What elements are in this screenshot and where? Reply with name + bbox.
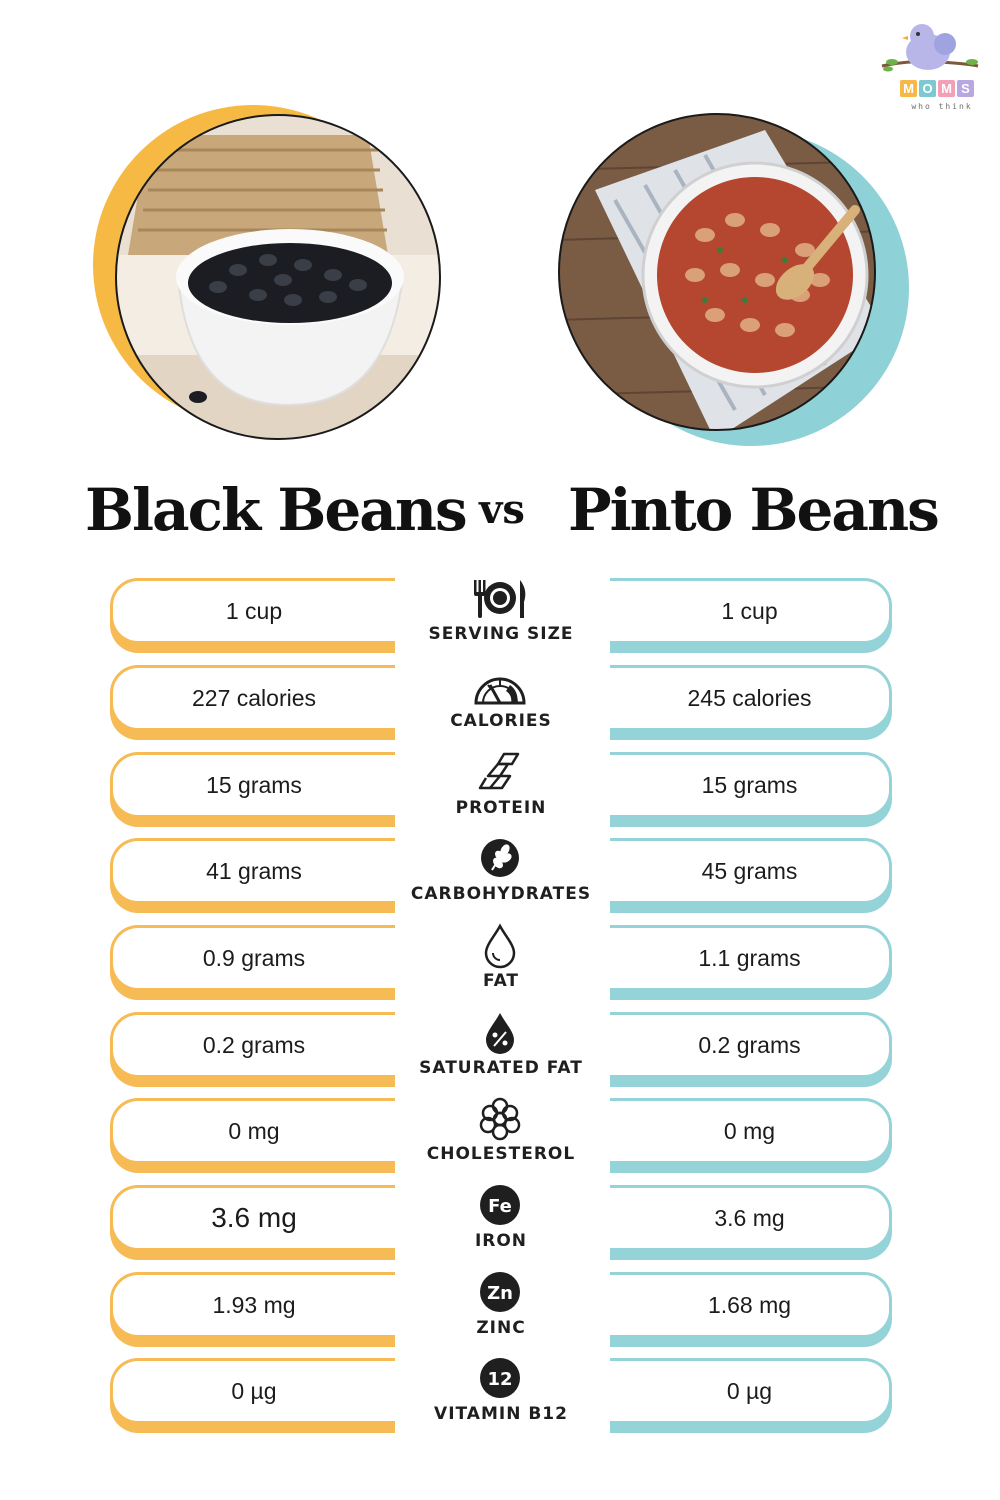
row-saturated-fat: 0.2 grams SATURATED FAT 0.2 grams xyxy=(0,1012,1000,1092)
left-title: Black Beans xyxy=(85,476,468,544)
left-value: 0 µg xyxy=(110,1358,395,1424)
percent-drop-icon xyxy=(486,1013,514,1054)
right-value: 15 grams xyxy=(610,752,892,818)
right-value: 0.2 grams xyxy=(610,1012,892,1078)
utensils-plate-icon xyxy=(474,580,526,618)
left-value: 3.6 mg xyxy=(110,1185,395,1251)
row-zinc: 1.93 mg Zn ZINC 1.68 mg xyxy=(0,1272,1000,1352)
logo-letter: M xyxy=(900,80,917,97)
left-value: 227 calories xyxy=(110,665,395,731)
right-value: 1.68 mg xyxy=(610,1272,892,1338)
right-value: 1.1 grams xyxy=(610,925,892,991)
iron-fe-icon: Fe xyxy=(480,1185,520,1225)
nutrient-label: FAT xyxy=(482,971,520,991)
nutrient-label: SERVING SIZE xyxy=(428,624,574,644)
right-value: 1 cup xyxy=(610,578,892,644)
nutrient-label: CALORIES xyxy=(450,711,552,731)
nutrient-label: IRON xyxy=(474,1231,528,1251)
row-iron: 3.6 mg Fe IRON 3.6 mg xyxy=(0,1185,1000,1265)
nutrient-label: SATURATED FAT xyxy=(419,1058,583,1078)
right-value: 3.6 mg xyxy=(610,1185,892,1251)
left-value: 1.93 mg xyxy=(110,1272,395,1338)
vs-label: vs xyxy=(479,486,525,533)
left-value: 0.9 grams xyxy=(110,925,395,991)
right-value: 245 calories xyxy=(610,665,892,731)
pinto-beans-photo xyxy=(555,110,925,450)
left-value: 0.2 grams xyxy=(110,1012,395,1078)
row-vitamin-b12: 0 µg 12 VITAMIN B12 0 µg xyxy=(0,1358,1000,1438)
left-value: 0 mg xyxy=(110,1098,395,1164)
right-value: 45 grams xyxy=(610,838,892,904)
element-symbol: Zn xyxy=(487,1283,513,1304)
row-fat: 0.9 grams FAT 1.1 grams xyxy=(0,923,1000,1005)
molecule-icon xyxy=(479,1097,521,1141)
nutrient-label: VITAMIN B12 xyxy=(434,1404,568,1424)
logo-letters: M O M S xyxy=(900,80,974,97)
black-beans-bowl-photo xyxy=(93,105,441,440)
nutrient-label: CARBOHYDRATES xyxy=(410,884,592,904)
logo-letter: M xyxy=(938,80,955,97)
moms-who-think-logo[interactable]: M O M S who think xyxy=(880,22,980,117)
nutrient-label: ZINC xyxy=(476,1318,526,1338)
bird-logo-icon xyxy=(881,24,979,72)
zinc-zn-icon: Zn xyxy=(480,1272,520,1312)
nutrient-label: PROTEIN xyxy=(455,798,547,818)
vitamin-number: 12 xyxy=(487,1369,512,1390)
right-value: 0 µg xyxy=(610,1358,892,1424)
row-cholesterol: 0 mg CHOLESTEROL 0 mg xyxy=(0,1097,1000,1178)
logo-tagline: who think xyxy=(911,102,973,111)
right-value: 0 mg xyxy=(610,1098,892,1164)
black-beans-photo xyxy=(88,105,458,445)
drop-icon xyxy=(484,923,516,969)
left-value: 41 grams xyxy=(110,838,395,904)
left-value: 15 grams xyxy=(110,752,395,818)
nutrient-label: CHOLESTEROL xyxy=(426,1144,576,1164)
row-carbohydrates: 41 grams CARBOHYDRATES 45 grams xyxy=(0,838,1000,918)
left-value: 1 cup xyxy=(110,578,395,644)
pinto-beans-bowl-photo xyxy=(558,113,909,446)
logo-letter: S xyxy=(957,80,974,97)
wheat-icon xyxy=(481,839,519,877)
row-serving-size: 1 cup SERVING SIZE 1 cup xyxy=(0,578,1000,658)
protein-chain-icon xyxy=(478,752,520,790)
gauge-icon xyxy=(474,677,526,705)
element-symbol: Fe xyxy=(488,1196,512,1217)
vitamin-b12-icon: 12 xyxy=(480,1358,520,1398)
row-protein: 15 grams PROTEIN 15 grams xyxy=(0,752,1000,832)
right-title: Pinto Beans xyxy=(568,476,940,544)
row-calories: 227 calories CALORIES 245 calories xyxy=(0,665,1000,745)
logo-letter: O xyxy=(919,80,936,97)
